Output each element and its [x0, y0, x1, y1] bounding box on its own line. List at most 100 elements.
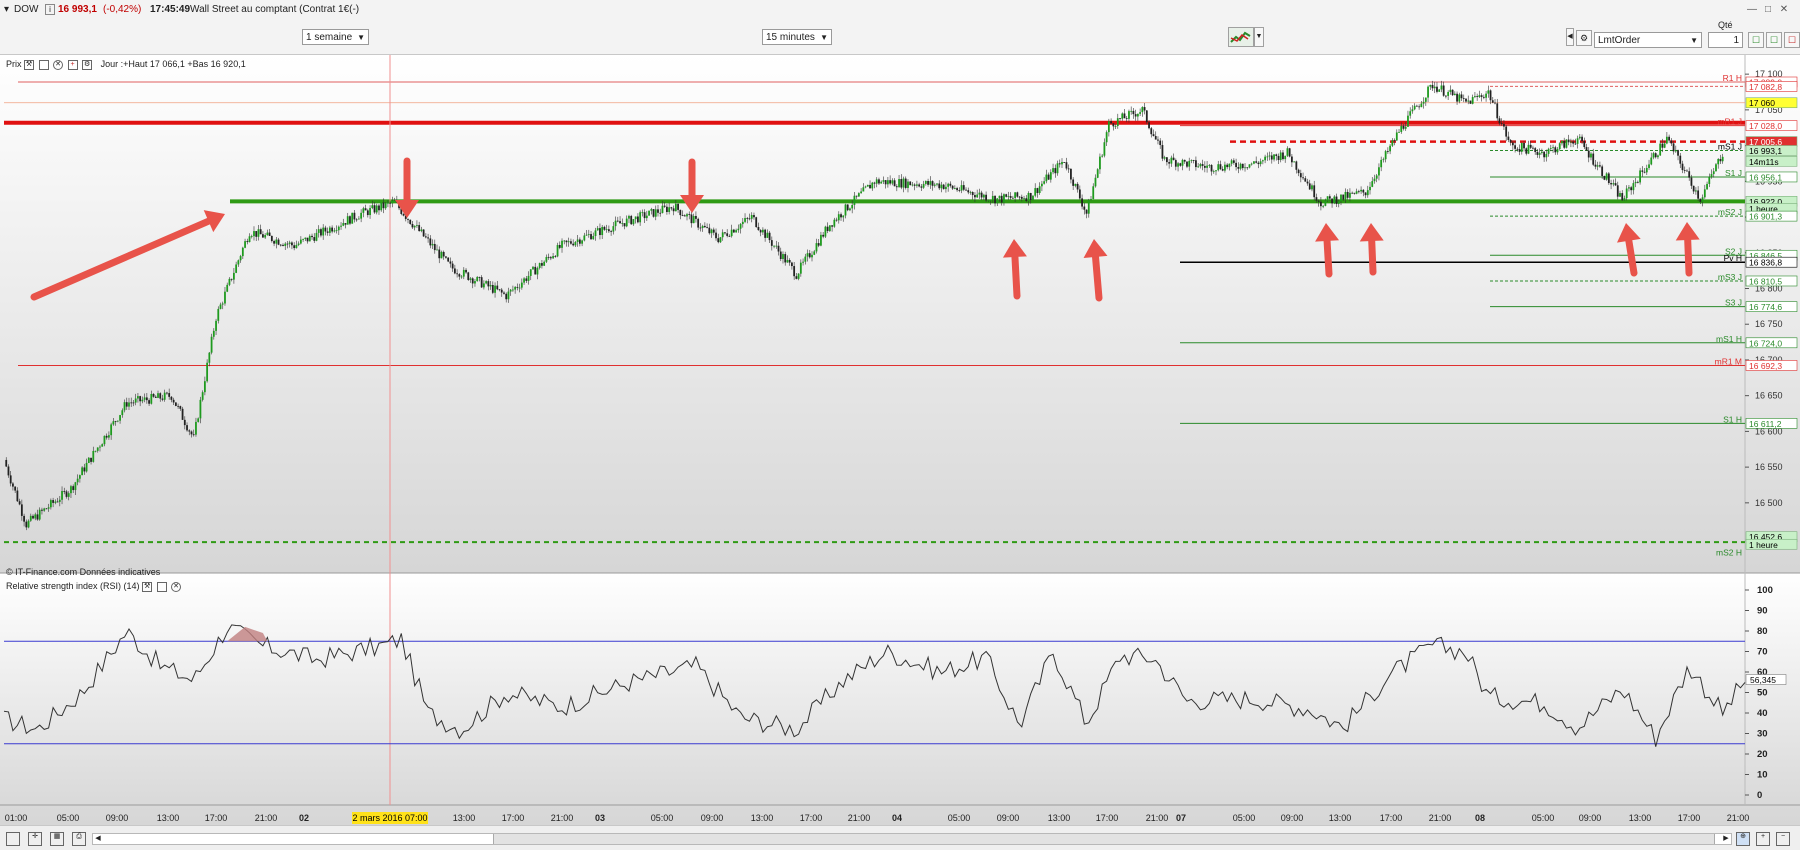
crosshair-icon[interactable]: ✛	[28, 832, 42, 846]
order-option-button[interactable]: ☐	[1784, 32, 1800, 48]
candle-body	[262, 234, 264, 238]
candle-body	[518, 287, 521, 289]
price-panel-header: Prix ⚒ ✕ + ⚙ Jour :+Haut 17 066,1 +Bas 1…	[6, 59, 246, 70]
candle-body	[1273, 154, 1275, 160]
candle-body	[1485, 93, 1487, 98]
candle-body	[880, 181, 883, 184]
candle-body	[808, 253, 811, 258]
rsi-current-value: 56,345	[1750, 675, 1776, 685]
candle-body	[1538, 152, 1541, 155]
candle-body	[817, 243, 820, 246]
chart-type-dropdown[interactable]: ▼	[1254, 27, 1264, 47]
candle-body	[779, 251, 782, 260]
candle-body	[1076, 183, 1079, 190]
wrench-icon[interactable]: ⚒	[24, 59, 35, 70]
rsi-tick-label: 80	[1757, 626, 1768, 637]
horizontal-scrollbar[interactable]: ◀ ▶	[92, 833, 1732, 845]
zoom-in-icon[interactable]: +	[1756, 832, 1770, 846]
candle-body	[105, 435, 108, 438]
chart-tool-icon[interactable]	[6, 832, 20, 846]
candle-body	[250, 236, 253, 237]
window-icon[interactable]	[38, 59, 49, 70]
candle-body	[1447, 92, 1450, 96]
price-tick-label: 16 800	[1755, 283, 1783, 293]
qty-input[interactable]: 1	[1708, 32, 1743, 48]
arrow-head	[1083, 239, 1108, 258]
add-icon[interactable]: +	[67, 59, 78, 70]
scroll-right-arrow[interactable]: ▶	[1723, 835, 1729, 842]
candle-body	[1581, 136, 1583, 142]
maximize-icon[interactable]: □	[1764, 4, 1772, 15]
collapse-arrow[interactable]: ◀	[1566, 28, 1574, 46]
candle-body	[1029, 192, 1032, 200]
candle-body	[833, 219, 836, 227]
wrench-icon[interactable]: ⚙	[1576, 30, 1592, 46]
minimize-icon[interactable]: —	[1747, 4, 1757, 15]
candle-body	[561, 240, 563, 248]
candle-body	[1295, 161, 1298, 170]
candle-body	[34, 514, 37, 519]
interval-select[interactable]: 15 minutes ▼	[762, 29, 832, 45]
candle-body	[1005, 194, 1008, 197]
level-box-value: 16 611,2	[1749, 419, 1782, 429]
candle-body	[679, 209, 682, 216]
level-box-value: 17 082,8	[1749, 82, 1782, 92]
arrow-shaft	[1011, 253, 1021, 300]
time-axis-label: 09:00	[1281, 813, 1304, 823]
time-axis-label: 09:00	[997, 813, 1020, 823]
level-box-value: 17 028,0	[1749, 121, 1782, 131]
candle-body	[1049, 172, 1052, 180]
candle-body	[1107, 121, 1110, 133]
chart-type-button[interactable]	[1228, 27, 1254, 47]
candle-body	[241, 247, 244, 257]
candle-body	[1534, 148, 1537, 152]
close-icon[interactable]: ✕	[53, 59, 64, 70]
candle-body	[1257, 162, 1260, 165]
candle-body	[630, 215, 633, 225]
zoom-fit-icon[interactable]: ⊕	[1736, 832, 1750, 846]
order-option-button[interactable]: ☐	[1748, 32, 1764, 48]
candle-body	[206, 362, 209, 382]
candle-body	[1603, 175, 1606, 180]
candle-body	[5, 459, 8, 467]
candle-body	[628, 215, 630, 219]
candle-body	[1634, 181, 1637, 184]
close-icon[interactable]: ✕	[171, 581, 182, 592]
window-icon[interactable]	[156, 581, 167, 592]
candle-body	[293, 245, 296, 249]
period-select[interactable]: 1 semaine ▼	[302, 29, 369, 45]
candle-body	[121, 410, 124, 416]
wrench-icon[interactable]: ⚒	[142, 581, 153, 592]
candle-body	[150, 393, 153, 404]
candle-body	[1224, 164, 1226, 171]
candle-body	[58, 499, 61, 502]
scroll-left-arrow[interactable]: ◀	[95, 835, 101, 842]
arrow-shaft	[1092, 253, 1103, 302]
order-type-select[interactable]: LmtOrder ▼	[1594, 32, 1702, 48]
candle-body	[282, 244, 284, 246]
candle-body	[1333, 196, 1336, 204]
candle-body	[246, 241, 249, 243]
time-axis-label: 17:00	[1096, 813, 1119, 823]
candle-body	[512, 289, 514, 291]
candle-body	[203, 381, 206, 393]
scroll-thumb[interactable]	[493, 834, 1715, 844]
candle-body	[840, 214, 842, 218]
grid-icon[interactable]: ▦	[50, 832, 64, 846]
rsi-overbought-fill	[227, 626, 268, 642]
zoom-out-icon[interactable]: −	[1776, 832, 1790, 846]
candle-body	[971, 192, 974, 196]
info-icon[interactable]: i	[45, 4, 55, 15]
level-box-value: 14m11s	[1749, 157, 1779, 167]
candle-body	[1324, 200, 1327, 206]
candle-body	[701, 225, 704, 228]
candle-body	[1165, 157, 1168, 163]
print-icon[interactable]: ⎙	[72, 832, 86, 846]
candle-body	[505, 293, 508, 300]
settings-icon[interactable]: ⚙	[82, 59, 93, 70]
order-option-button[interactable]: ☐	[1766, 32, 1782, 48]
close-icon[interactable]: ✕	[1779, 4, 1789, 15]
menu-icon[interactable]: ▾	[4, 4, 10, 15]
